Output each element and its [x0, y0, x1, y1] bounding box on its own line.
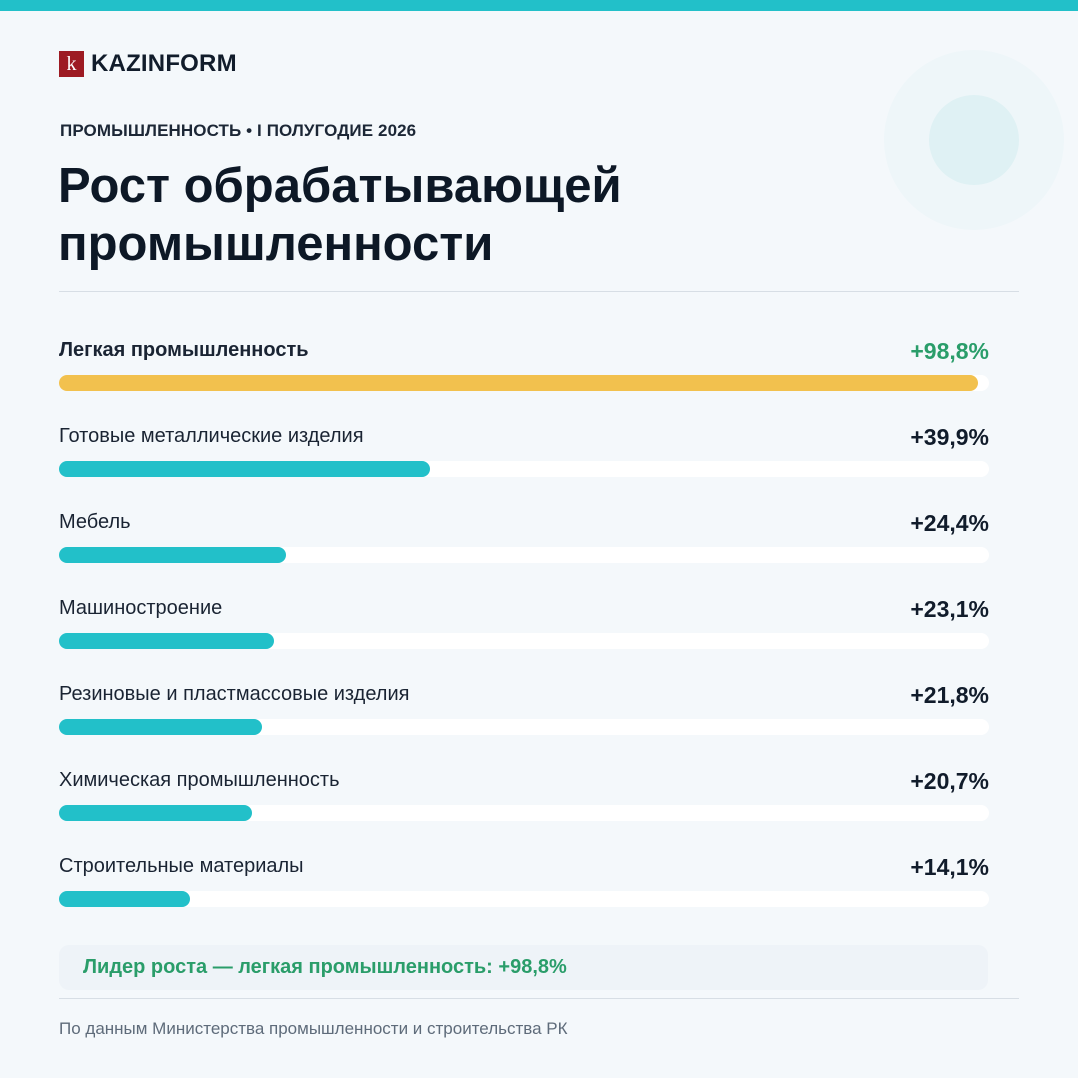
bar-row: Легкая промышленность +98,8%: [59, 337, 989, 423]
bar-value-label: +20,7%: [910, 768, 989, 794]
bar-fill: [59, 461, 431, 477]
bar-track: [59, 633, 989, 649]
bar-category-label: Легкая промышленность: [59, 339, 309, 361]
bar-fill: [59, 805, 252, 821]
leader-callout-text: Лидер роста — легкая промышленность: +98…: [83, 956, 567, 978]
bar-fill: [59, 547, 286, 563]
bar-fill: [59, 375, 978, 391]
page-title: Рост обрабатывающей промышленности: [58, 159, 622, 271]
bar-row: Готовые металлические изделия +39,9%: [59, 423, 989, 509]
bar-track: [59, 719, 989, 735]
top-accent-stripe: [0, 0, 1078, 11]
bar-value-label: +14,1%: [910, 854, 989, 880]
bar-category-label: Мебель: [59, 511, 131, 533]
bar-chart: Легкая промышленность +98,8% Готовые метал…: [59, 337, 989, 939]
bar-row: Резиновые и пластмассовые изделия +21,8%: [59, 681, 989, 767]
bar-category-label: Химическая промышленность: [59, 769, 340, 791]
bar-value-label: +21,8%: [910, 682, 989, 708]
bar-fill: [59, 633, 274, 649]
logo-wordmark: KAZINFORM: [91, 49, 237, 77]
bar-category-label: Резиновые и пластмассовые изделия: [59, 683, 410, 705]
bar-value-label: +39,9%: [910, 424, 989, 450]
divider: [59, 998, 1019, 999]
bar-value-label: +98,8%: [910, 338, 989, 364]
bar-track: [59, 375, 989, 391]
bar-track: [59, 547, 989, 563]
section-kicker: ПРОМЫШЛЕННОСТЬ • I ПОЛУГОДИЕ 2026: [60, 121, 417, 140]
bar-value-label: +23,1%: [910, 596, 989, 622]
bar-row: Мебель +24,4%: [59, 509, 989, 595]
bar-category-label: Машиностроение: [59, 597, 223, 619]
bar-fill: [59, 719, 262, 735]
bar-category-label: Строительные материалы: [59, 855, 304, 877]
leader-callout: Лидер роста — легкая промышленность: +98…: [59, 945, 988, 990]
divider: [59, 291, 1019, 292]
bar-category-label: Готовые металлические изделия: [59, 425, 364, 447]
bar-row: Химическая промышленность +20,7%: [59, 767, 989, 853]
bar-track: [59, 805, 989, 821]
bar-value-label: +24,4%: [910, 510, 989, 536]
bar-fill: [59, 891, 191, 907]
logo-mark-icon: k: [59, 50, 84, 77]
bar-row: Машиностроение +23,1%: [59, 595, 989, 681]
kazinform-logo: k KAZINFORM: [59, 50, 237, 77]
decorative-circle: [929, 95, 1019, 185]
bar-row: Строительные материалы +14,1%: [59, 853, 989, 939]
bar-track: [59, 461, 989, 477]
source-note: По данным Министерства промышленности и …: [59, 1019, 568, 1038]
bar-track: [59, 891, 989, 907]
